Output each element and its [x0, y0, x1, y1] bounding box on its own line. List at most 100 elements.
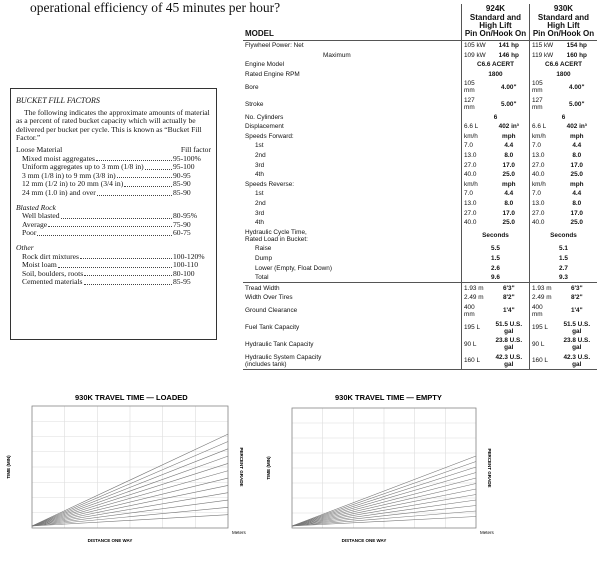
material: Moist loam: [22, 260, 57, 270]
leader: [57, 261, 172, 268]
fill-value: 75-90: [173, 219, 191, 229]
spec-row: No. Cylinders 6 6: [243, 112, 597, 122]
spec-label: Stroke: [245, 100, 264, 108]
x-unit: Meters: [480, 530, 495, 535]
curve: [291, 477, 477, 527]
spec-label: Width Over Tires: [245, 294, 293, 302]
y2-axis-label: PERCENT GRADE: [487, 448, 492, 487]
spec-cell: 4.00": [501, 83, 517, 91]
spec-cell: 13.0: [460, 198, 489, 209]
spec-cell: 6: [528, 112, 597, 122]
x-axis-label: DISTANCE ONE WAY: [88, 538, 133, 543]
model-label: MODEL: [245, 29, 274, 39]
spec-cell: 2.7: [528, 263, 597, 273]
spec-cell: 160 hp: [566, 51, 587, 59]
spec-cell: 25.0: [570, 219, 583, 227]
curve: [31, 485, 229, 527]
spec-cell: 1800: [461, 69, 530, 80]
leader: [144, 163, 172, 170]
curve: [291, 461, 477, 527]
spec-label: Dump: [255, 254, 273, 262]
leader: [83, 278, 172, 285]
spec-cell: 27.0: [528, 208, 557, 218]
spec-row: Speeds Forward: km/h mph km/h mph: [243, 131, 597, 142]
spec-label: 3rd: [255, 161, 265, 169]
bucket-fill-box: BUCKET FILL FACTORS The following indicat…: [10, 88, 217, 340]
spec-cell: 6.6 L: [528, 121, 557, 132]
leader: [37, 229, 172, 236]
spec-cell: 13.0: [460, 150, 489, 161]
spec-cell: 6.6 L: [460, 121, 489, 132]
charts: 930K TRAVEL TIME — LOADED TIME (MIN) PERCE…: [6, 393, 495, 543]
spec-row: Hydraulic Cycle Time, Rated Load in Buck…: [243, 227, 597, 245]
spec-row: Rated Engine RPM 1800 1800: [243, 69, 597, 80]
spec-row: 1st 7.0 4.4 7.0 4.4: [243, 141, 597, 151]
spec-cell: 25.0: [570, 171, 583, 179]
spec-cell: 119 kW: [528, 50, 557, 60]
spec-cell: 25.0: [502, 171, 515, 179]
fill-value: 80-100: [173, 268, 195, 278]
spec-row: Hydraulic System Capacity (includes tank…: [243, 352, 597, 371]
fill-value: 100-120%: [173, 251, 205, 261]
spec-cell: 7.0: [460, 141, 489, 151]
fill-value: 95-100%: [173, 153, 201, 163]
fill-row: Soil, boulders, roots 80-100: [16, 268, 211, 279]
spec-cell: 8.0: [504, 152, 514, 160]
y-axis-label: TIME (MIN): [266, 456, 271, 480]
spec-label: 1st: [255, 142, 264, 150]
chart-title: 930K TRAVEL TIME — LOADED: [75, 393, 188, 402]
spec-cell: 1800: [528, 69, 597, 80]
spec-row: 2nd 13.0 8.0 13.0 8.0: [243, 198, 597, 209]
spec-label: Tread Width: [243, 282, 462, 294]
spec-cell: Seconds: [528, 227, 597, 245]
spec-cell: 5.5: [461, 244, 530, 254]
spec-row: 1st 7.0 4.4 7.0 4.4: [243, 189, 597, 199]
fill-value: 60-75: [173, 228, 191, 238]
curve: [31, 470, 229, 527]
spec-cell: 6'3": [556, 282, 597, 294]
spec-cell: 13.0: [528, 198, 557, 209]
curve: [31, 455, 229, 527]
spec-cell: 42.3 U.S. gal: [556, 352, 597, 371]
leader: [95, 155, 172, 162]
spec-label: 2nd: [255, 199, 266, 207]
spec-cell: 1'4": [502, 307, 515, 315]
spec-cell: 8.0: [572, 199, 582, 207]
spec-row: Width Over Tires 2.49 m 8'2" 2.49 m 8'2": [243, 293, 597, 303]
spec-cell: 13.0: [528, 150, 557, 161]
spec-label: 1st: [255, 190, 264, 198]
spec-label: Raise: [255, 245, 272, 253]
fill-value: 80-95%: [173, 211, 198, 221]
curve: [31, 477, 229, 527]
spec-row: 2nd 13.0 8.0 13.0 8.0: [243, 150, 597, 161]
material: Poor: [22, 228, 37, 238]
spec-label: Hydraulic Cycle Time, Rated Load in Buck…: [245, 228, 308, 243]
box-title: BUCKET FILL FACTORS: [16, 96, 100, 105]
spec-row: Hydraulic Tank Capacity 90 L 23.8 U.S. gal…: [243, 335, 597, 353]
curve: [31, 492, 229, 527]
section-heading: Blasted Rock: [16, 202, 56, 212]
leader: [96, 189, 172, 196]
leader: [79, 253, 172, 260]
spec-cell: C6.6 ACERT: [461, 59, 530, 70]
material: Rock dirt mixtures: [22, 251, 79, 261]
spec-label: Speeds Reverse:: [245, 180, 295, 188]
spec-label: Engine Model: [245, 61, 285, 69]
spec-label: 4th: [255, 219, 264, 227]
spec-cell: 6: [461, 112, 530, 122]
material: Well blasted: [22, 211, 60, 221]
spec-cell: 400 mm: [528, 302, 557, 320]
x-unit: Meters: [232, 530, 247, 535]
spec-cell: 1.93 m: [528, 282, 557, 294]
spec-cell: 1.93 m: [460, 282, 489, 294]
curve: [31, 507, 229, 527]
chart-title: 930K TRAVEL TIME — EMPTY: [335, 393, 442, 402]
material: Mixed moist aggregates: [22, 153, 95, 163]
spec-cell: 25.0: [502, 219, 515, 227]
spec-cell: mph: [570, 132, 584, 140]
section-heading: Other: [16, 242, 34, 252]
leader: [48, 221, 172, 228]
spec-cell: 90 L: [528, 335, 557, 353]
spec-cell: 195 L: [460, 319, 489, 336]
